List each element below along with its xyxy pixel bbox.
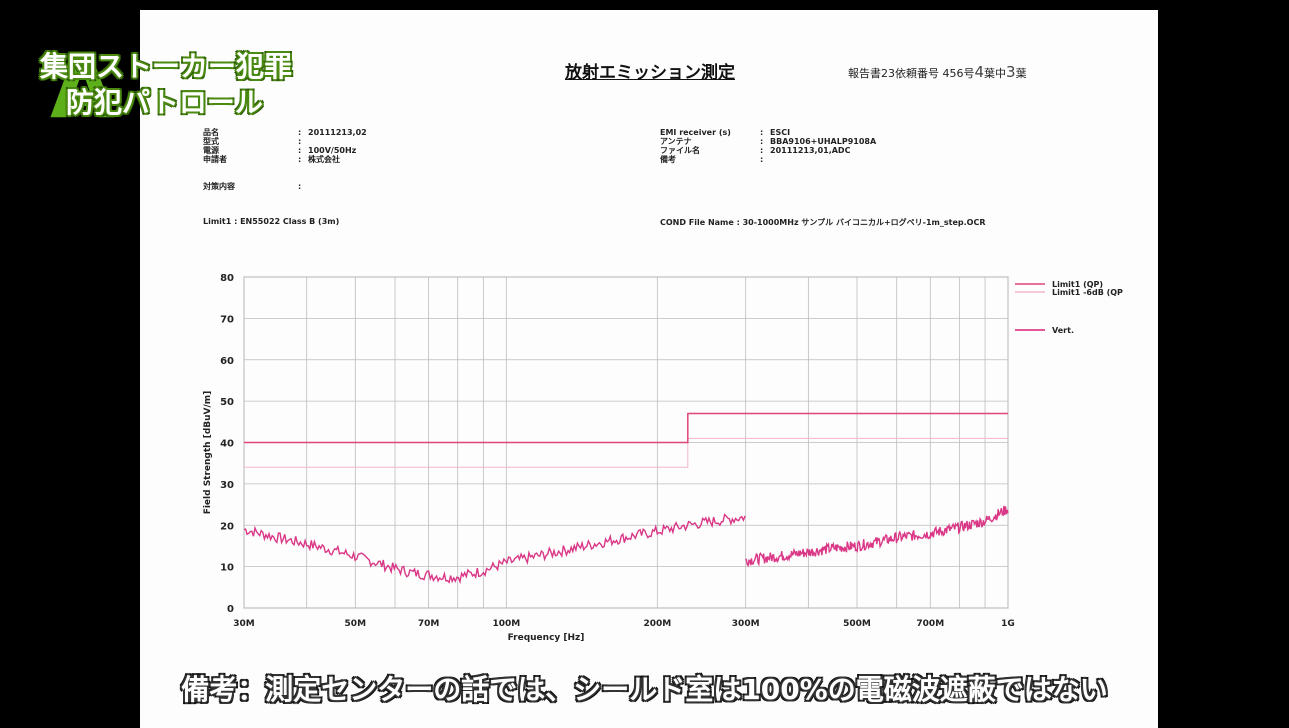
y-tick-label: 60 — [220, 356, 234, 367]
report-number-prefix: 報告書23依頼番号 456号 — [848, 67, 975, 80]
meta-key: 申請者 — [203, 155, 227, 164]
x-axis-label: Frequency [Hz] — [508, 633, 585, 643]
logo-line1: 集団ストーカー犯罪 — [40, 50, 293, 83]
x-tick-label: 500M — [843, 619, 871, 629]
cond-file-label: COND File Name : 30-1000MHz サンプル バイコニカル+… — [660, 218, 986, 227]
meta-key: ファイル名 — [660, 146, 700, 155]
report-number-hand2: 3 — [1006, 63, 1016, 81]
meta-key: EMI receiver (s) — [660, 128, 731, 137]
x-tick-label: 700M — [916, 619, 944, 629]
series-limit-qp — [244, 412, 1008, 444]
meta-value: 株式会社 — [308, 155, 340, 164]
meta-left: 品名:20111213,02 型式: 電源:100V/50Hz 申請者: 株式会社 — [203, 128, 367, 164]
series-vert — [745, 505, 1009, 568]
meta-left-row: 電源:100V/50Hz — [203, 146, 357, 155]
x-tick-label: 300M — [732, 619, 760, 629]
document-title: 放射エミッション測定 — [565, 63, 735, 83]
meta-right-row: EMI receiver (s): ESCI — [660, 128, 791, 137]
meta-left-extra: 対策内容: — [203, 182, 308, 191]
meta-left-row: 品名:20111213,02 — [203, 128, 367, 137]
video-subtitle: 備考：測定センターの話では、シールド室は100%の電磁波遮蔽ではない — [181, 673, 1108, 706]
x-tick-label: 200M — [643, 619, 671, 629]
channel-logo: A P 集団ストーカー犯罪 防犯パトロール — [40, 39, 293, 139]
meta-right: EMI receiver (s): ESCI アンテナ: BBA9106+UHALP… — [660, 128, 876, 164]
y-tick-label: 10 — [220, 563, 234, 574]
x-tick-label: 1G — [1001, 619, 1015, 629]
meta-value: 20111213,01,ADC — [770, 146, 851, 155]
meta-value: 100V/50Hz — [308, 146, 357, 155]
meta-key: アンテナ — [660, 137, 692, 146]
y-axis-label: Field Strength [dBuV/m] — [203, 391, 213, 515]
meta-key: 型式 — [203, 137, 219, 146]
meta-value: 20111213,02 — [308, 128, 367, 137]
meta-left-row: 申請者: 株式会社 — [203, 155, 340, 164]
y-tick-label: 70 — [220, 314, 234, 325]
x-tick-label: 30M — [233, 619, 255, 629]
report-number-mid: 葉中 — [984, 67, 1007, 80]
x-tick-label: 50M — [345, 619, 367, 629]
report-number-hand1: 4 — [974, 63, 985, 81]
y-tick-label: 0 — [227, 604, 234, 615]
y-tick-label: 50 — [220, 397, 234, 408]
report-number: 報告書23依頼番号 456号4葉中3葉 — [848, 63, 1027, 81]
y-tick-label: 80 — [220, 273, 234, 284]
meta-left-row: 型式: — [203, 137, 302, 146]
logo-line2: 防犯パトロール — [66, 86, 263, 119]
meta-right-row: アンテナ: BBA9106+UHALP9108A — [660, 137, 877, 146]
meta-right-row: 備考: — [660, 155, 764, 164]
series-limit-minus6 — [244, 437, 1008, 468]
meta-key: 備考 — [660, 155, 676, 164]
x-tick-label: 100M — [492, 619, 520, 629]
meta-left-row: 対策内容: — [203, 182, 302, 191]
meta-key: 電源 — [203, 146, 219, 155]
y-tick-label: 20 — [220, 521, 234, 532]
meta-key: 対策内容 — [203, 182, 235, 191]
y-tick-label: 40 — [220, 439, 234, 450]
y-tick-label: 30 — [220, 480, 234, 491]
meta-right-row: ファイル名:20111213,01,ADC — [660, 146, 851, 155]
series-vert — [243, 513, 746, 585]
report-number-suffix: 葉 — [1015, 67, 1027, 80]
legend-limit-qp-label: Limit1 (QP) — [1052, 280, 1103, 289]
meta-key: 品名 — [203, 128, 219, 137]
meta-value: BBA9106+UHALP9108A — [770, 137, 877, 146]
meta-value: ESCI — [770, 128, 791, 137]
legend-limit-minus6-label: Limit1 -6dB (QP — [1052, 288, 1123, 297]
x-tick-label: 70M — [418, 619, 440, 629]
limit-label: Limit1 : EN55022 Class B (3m) — [203, 217, 340, 226]
legend-vert-label: Vert. — [1052, 326, 1074, 335]
